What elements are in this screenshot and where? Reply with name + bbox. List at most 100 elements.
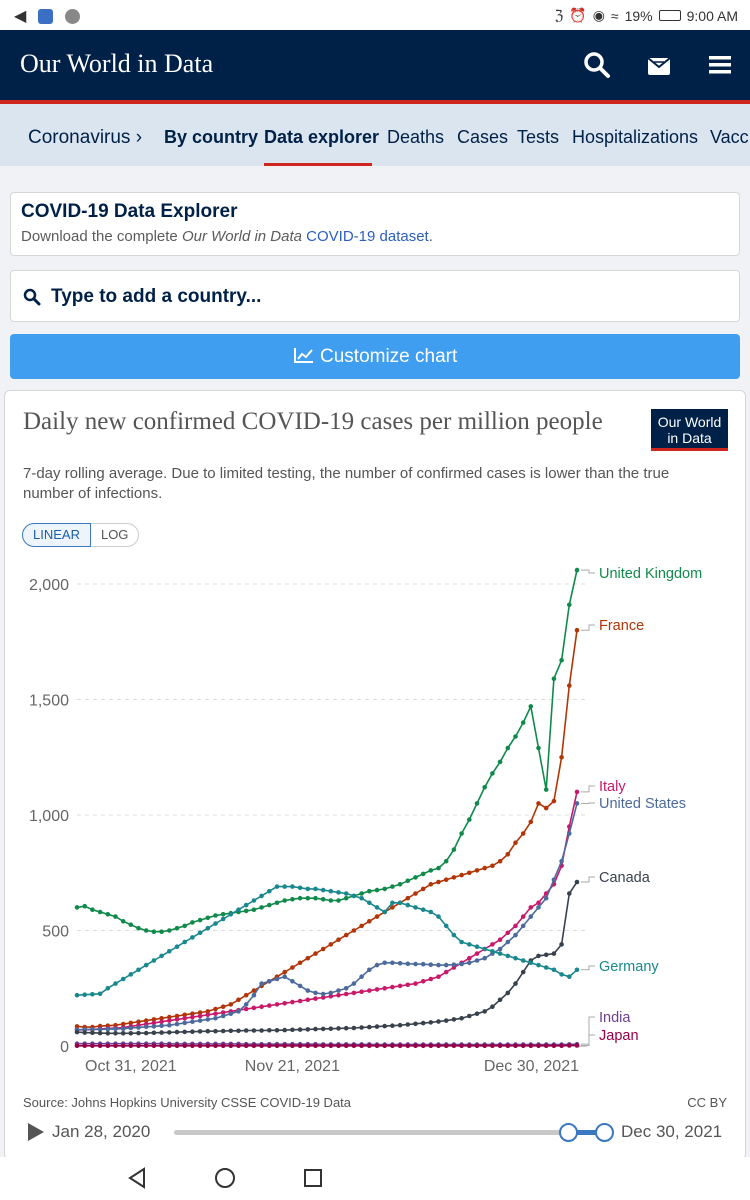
data-point — [343, 891, 349, 896]
nav-data-explorer[interactable]: Data explorer — [264, 127, 380, 147]
nav-vaccinations[interactable]: Vacc — [710, 127, 749, 147]
play-icon[interactable] — [27, 1122, 45, 1142]
timeline-end-handle[interactable] — [595, 1123, 614, 1142]
dataset-link[interactable]: COVID-19 dataset — [306, 228, 429, 245]
data-point — [420, 979, 426, 984]
data-point — [513, 932, 518, 938]
data-point — [390, 884, 395, 889]
data-point — [328, 942, 334, 947]
data-point — [274, 976, 280, 982]
legend-connector — [581, 965, 595, 971]
data-point — [90, 1043, 95, 1049]
data-point — [220, 1010, 226, 1015]
license-label[interactable]: CC BY — [687, 1095, 727, 1110]
data-point — [197, 1029, 203, 1034]
data-point — [443, 969, 449, 975]
linear-scale-button[interactable]: LINEAR — [22, 523, 91, 547]
data-point — [397, 882, 403, 887]
hamburger-menu-icon[interactable] — [705, 50, 735, 80]
data-point — [420, 907, 426, 912]
data-point — [190, 1019, 195, 1024]
customize-chart-button[interactable]: Customize chart — [10, 334, 740, 379]
data-point — [413, 1021, 418, 1027]
data-point — [505, 939, 511, 945]
nav-by-country[interactable]: By country — [164, 127, 259, 147]
line-chart[interactable]: 0 500 1,000 1,500 2,000 Oct 31, 2021 Nov 21, 2… — [5, 391, 745, 1091]
data-point — [290, 897, 295, 902]
data-point — [113, 1043, 118, 1049]
data-point — [420, 1020, 426, 1026]
data-point — [474, 951, 480, 956]
data-point — [128, 1020, 134, 1026]
data-point — [74, 1029, 80, 1035]
data-point — [267, 902, 272, 908]
data-point — [336, 898, 341, 903]
alarm-icon: ⏰ — [569, 7, 587, 23]
data-point — [505, 852, 511, 857]
nav-deaths[interactable]: Deaths — [387, 127, 445, 147]
data-point — [267, 1028, 272, 1033]
nav-hospitalizations[interactable]: Hospitalizations — [572, 127, 699, 147]
data-point — [420, 961, 426, 967]
log-scale-button[interactable]: LOG — [90, 523, 140, 547]
nav-coronavirus[interactable]: Coronavirus › — [28, 127, 143, 148]
data-point — [390, 960, 395, 966]
data-point — [313, 996, 318, 1001]
data-point — [497, 946, 503, 952]
nav-cases[interactable]: Cases — [457, 127, 509, 147]
data-point — [567, 683, 572, 688]
timeline-slider[interactable]: Jan 28, 2020 Dec 30, 2021 — [23, 1119, 733, 1149]
owid-logo[interactable]: Our World in Data — [651, 409, 728, 451]
subtitle-suffix: . — [428, 228, 433, 245]
data-point — [320, 991, 326, 997]
data-point — [213, 1006, 218, 1012]
data-point — [336, 1043, 341, 1049]
home-icon[interactable] — [214, 1167, 236, 1189]
data-point — [228, 1011, 234, 1016]
recents-icon[interactable] — [302, 1167, 324, 1189]
country-search-field[interactable]: Type to add a country... — [10, 270, 740, 322]
timeline-track[interactable] — [174, 1130, 599, 1135]
data-point — [236, 1009, 241, 1014]
source-note[interactable]: Source: Johns Hopkins University CSSE CO… — [23, 1095, 352, 1110]
data-point — [490, 1043, 495, 1049]
data-point — [320, 1043, 326, 1049]
status-bar: ◀ ℨ ⏰ ◉ ≈ 19% 9:00 AM — [0, 0, 750, 30]
legend-connector — [581, 569, 595, 574]
data-point — [282, 884, 288, 889]
data-point — [305, 895, 311, 901]
data-point — [567, 602, 572, 608]
data-point — [251, 907, 257, 912]
data-point — [528, 1043, 534, 1049]
nav-tests[interactable]: Tests — [517, 127, 560, 147]
newsletter-icon[interactable] — [644, 50, 674, 80]
data-point — [374, 887, 380, 893]
data-point — [467, 960, 472, 966]
data-point — [497, 937, 503, 942]
data-point — [543, 787, 549, 792]
data-point — [120, 1043, 126, 1049]
explorer-subtitle: Download the complete Our World in Data … — [21, 228, 433, 245]
timeline-start-handle[interactable] — [559, 1123, 578, 1142]
data-point — [105, 1043, 111, 1049]
back-icon[interactable] — [126, 1167, 148, 1189]
header-accent-line — [0, 100, 750, 104]
data-point — [574, 1043, 580, 1048]
data-point — [174, 1013, 180, 1019]
data-point — [436, 914, 441, 919]
data-point — [351, 928, 357, 933]
data-point — [136, 1025, 141, 1030]
data-point — [413, 981, 418, 986]
data-point — [551, 877, 557, 882]
data-point — [228, 1002, 234, 1007]
y-tick-label: 1,500 — [29, 693, 69, 710]
data-point — [382, 960, 388, 966]
data-point — [197, 1018, 203, 1023]
data-point — [190, 1043, 195, 1049]
data-point — [367, 888, 372, 894]
data-point — [374, 987, 380, 992]
data-point — [297, 1043, 303, 1049]
series-label: Japan — [599, 1028, 639, 1044]
site-title[interactable]: Our World in Data — [20, 49, 214, 78]
search-icon[interactable] — [582, 50, 612, 80]
